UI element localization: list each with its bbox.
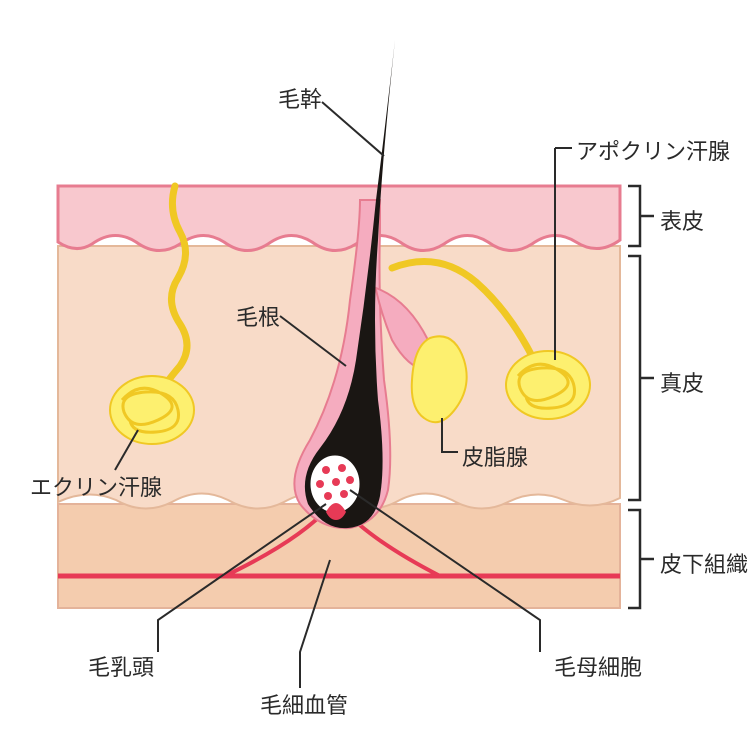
apocrine-coil bbox=[506, 351, 590, 419]
layer-brackets bbox=[628, 186, 654, 608]
label-subcutis: 皮下組織 bbox=[660, 547, 748, 579]
diagram-svg bbox=[0, 0, 750, 750]
label-sebaceous: 皮脂腺 bbox=[462, 440, 528, 472]
label-apocrine: アポクリン汗腺 bbox=[576, 134, 730, 166]
label-root: 毛根 bbox=[236, 300, 280, 332]
layer-epidermis bbox=[58, 186, 620, 251]
label-dermis: 真皮 bbox=[660, 366, 704, 398]
label-papilla: 毛乳頭 bbox=[88, 650, 154, 682]
label-matrix: 毛母細胞 bbox=[554, 650, 642, 682]
eccrine-coil bbox=[110, 376, 194, 444]
label-capillary: 毛細血管 bbox=[260, 688, 348, 720]
label-eccrine: エクリン汗腺 bbox=[30, 470, 162, 502]
label-epidermis: 表皮 bbox=[660, 204, 704, 236]
label-shaft: 毛幹 bbox=[278, 82, 322, 114]
skin-diagram: 毛幹 アポクリン汗腺 表皮 毛根 真皮 皮脂腺 エクリン汗腺 皮下組織 毛乳頭 … bbox=[0, 0, 750, 750]
